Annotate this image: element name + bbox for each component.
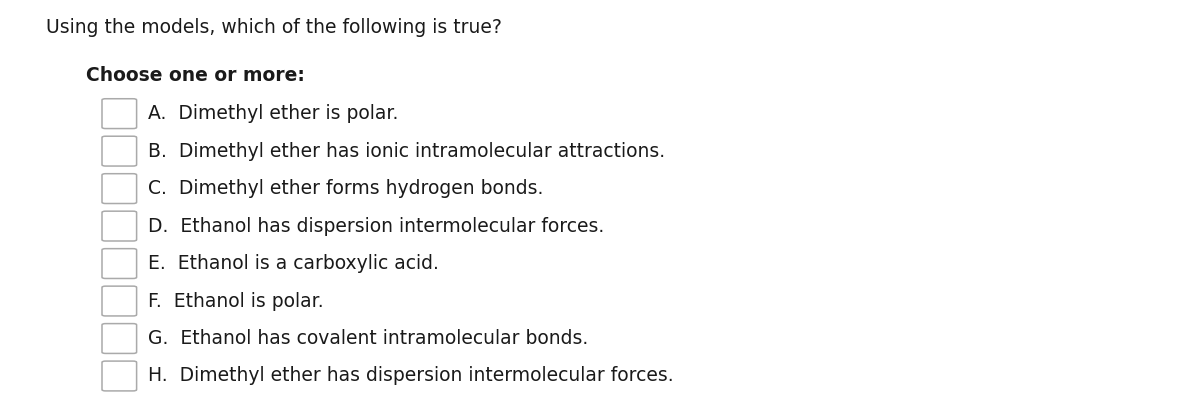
Text: F.  Ethanol is polar.: F. Ethanol is polar. bbox=[148, 291, 323, 311]
FancyBboxPatch shape bbox=[102, 249, 137, 278]
FancyBboxPatch shape bbox=[102, 324, 137, 353]
FancyBboxPatch shape bbox=[102, 211, 137, 241]
Text: Using the models, which of the following is true?: Using the models, which of the following… bbox=[46, 18, 502, 37]
FancyBboxPatch shape bbox=[102, 99, 137, 129]
Text: D.  Ethanol has dispersion intermolecular forces.: D. Ethanol has dispersion intermolecular… bbox=[148, 216, 604, 236]
FancyBboxPatch shape bbox=[102, 136, 137, 166]
Text: E.  Ethanol is a carboxylic acid.: E. Ethanol is a carboxylic acid. bbox=[148, 254, 438, 273]
Text: H.  Dimethyl ether has dispersion intermolecular forces.: H. Dimethyl ether has dispersion intermo… bbox=[148, 366, 673, 386]
FancyBboxPatch shape bbox=[102, 361, 137, 391]
FancyBboxPatch shape bbox=[102, 174, 137, 204]
Text: Choose one or more:: Choose one or more: bbox=[86, 66, 305, 85]
Text: G.  Ethanol has covalent intramolecular bonds.: G. Ethanol has covalent intramolecular b… bbox=[148, 329, 588, 348]
Text: C.  Dimethyl ether forms hydrogen bonds.: C. Dimethyl ether forms hydrogen bonds. bbox=[148, 179, 542, 198]
Text: A.  Dimethyl ether is polar.: A. Dimethyl ether is polar. bbox=[148, 104, 398, 123]
FancyBboxPatch shape bbox=[102, 286, 137, 316]
Text: B.  Dimethyl ether has ionic intramolecular attractions.: B. Dimethyl ether has ionic intramolecul… bbox=[148, 141, 665, 161]
